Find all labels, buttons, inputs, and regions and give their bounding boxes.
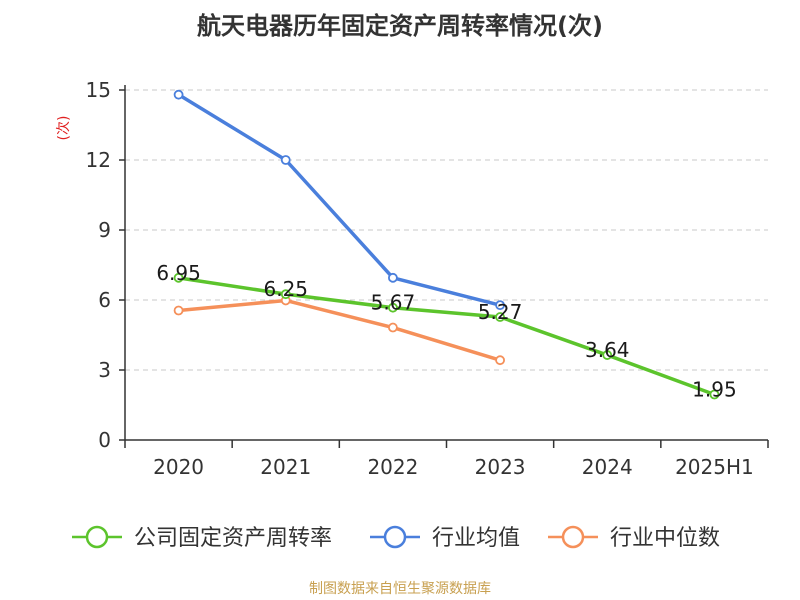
series-line (177, 93, 501, 307)
data-label: 5.27 (478, 300, 523, 324)
x-tick-label: 2025H1 (675, 455, 754, 479)
y-tick-label: 12 (86, 148, 111, 172)
data-point (602, 350, 613, 360)
data-point (495, 300, 505, 311)
legend-swatch-marker (561, 525, 585, 549)
data-label: 5.67 (371, 291, 416, 315)
data-point (388, 272, 398, 283)
data-point (173, 305, 184, 316)
y-tick-label: 9 (98, 218, 111, 242)
legend-label: 公司固定资产周转率 (134, 526, 332, 551)
x-tick-label: 2023 (475, 455, 526, 479)
y-tick-label: 0 (98, 428, 111, 452)
data-point (280, 289, 291, 300)
data-point (388, 302, 398, 313)
chart-title: 航天电器历年固定资产周转率情况(次) (197, 12, 603, 40)
data-point (173, 89, 184, 100)
series-line (178, 298, 501, 362)
grid-lines (125, 89, 768, 371)
data-label: 1.95 (692, 378, 737, 402)
legend: 公司固定资产周转率 行业均值 行业中位数 (72, 525, 720, 551)
series-line (178, 276, 716, 397)
y-tick-label: 3 (98, 358, 111, 382)
data-point (495, 355, 505, 366)
data-point (495, 312, 505, 322)
x-tick-label: 2022 (367, 455, 418, 479)
legend-label: 行业均值 (432, 526, 520, 551)
data-label: 6.95 (156, 261, 201, 285)
data-label: 6.25 (263, 277, 308, 301)
x-tick-label: 2020 (153, 455, 204, 479)
data-point (173, 272, 184, 283)
legend-swatch-marker (85, 525, 109, 549)
data-point (709, 389, 720, 400)
data-label: 3.64 (585, 338, 630, 362)
axes: 0 3 6 9 12 15 (次) 2020 2021 2022 2023 2024 2025H1 (56, 78, 769, 479)
y-tick-label: 15 (86, 78, 111, 102)
x-tick-label: 2021 (260, 455, 311, 479)
x-tick-label: 2024 (582, 455, 633, 479)
data-point (388, 322, 398, 333)
data-point (280, 155, 291, 165)
data-labels: 6.95 6.25 5.67 5.27 3.64 1.95 (156, 261, 736, 402)
series-lines (173, 89, 720, 400)
y-axis-title: (次) (56, 116, 72, 141)
legend-swatch-marker (383, 525, 407, 549)
legend-label: 行业中位数 (610, 526, 720, 551)
source-note: 制图数据来自恒生聚源数据库 (309, 581, 491, 597)
y-tick-label: 6 (98, 288, 111, 312)
